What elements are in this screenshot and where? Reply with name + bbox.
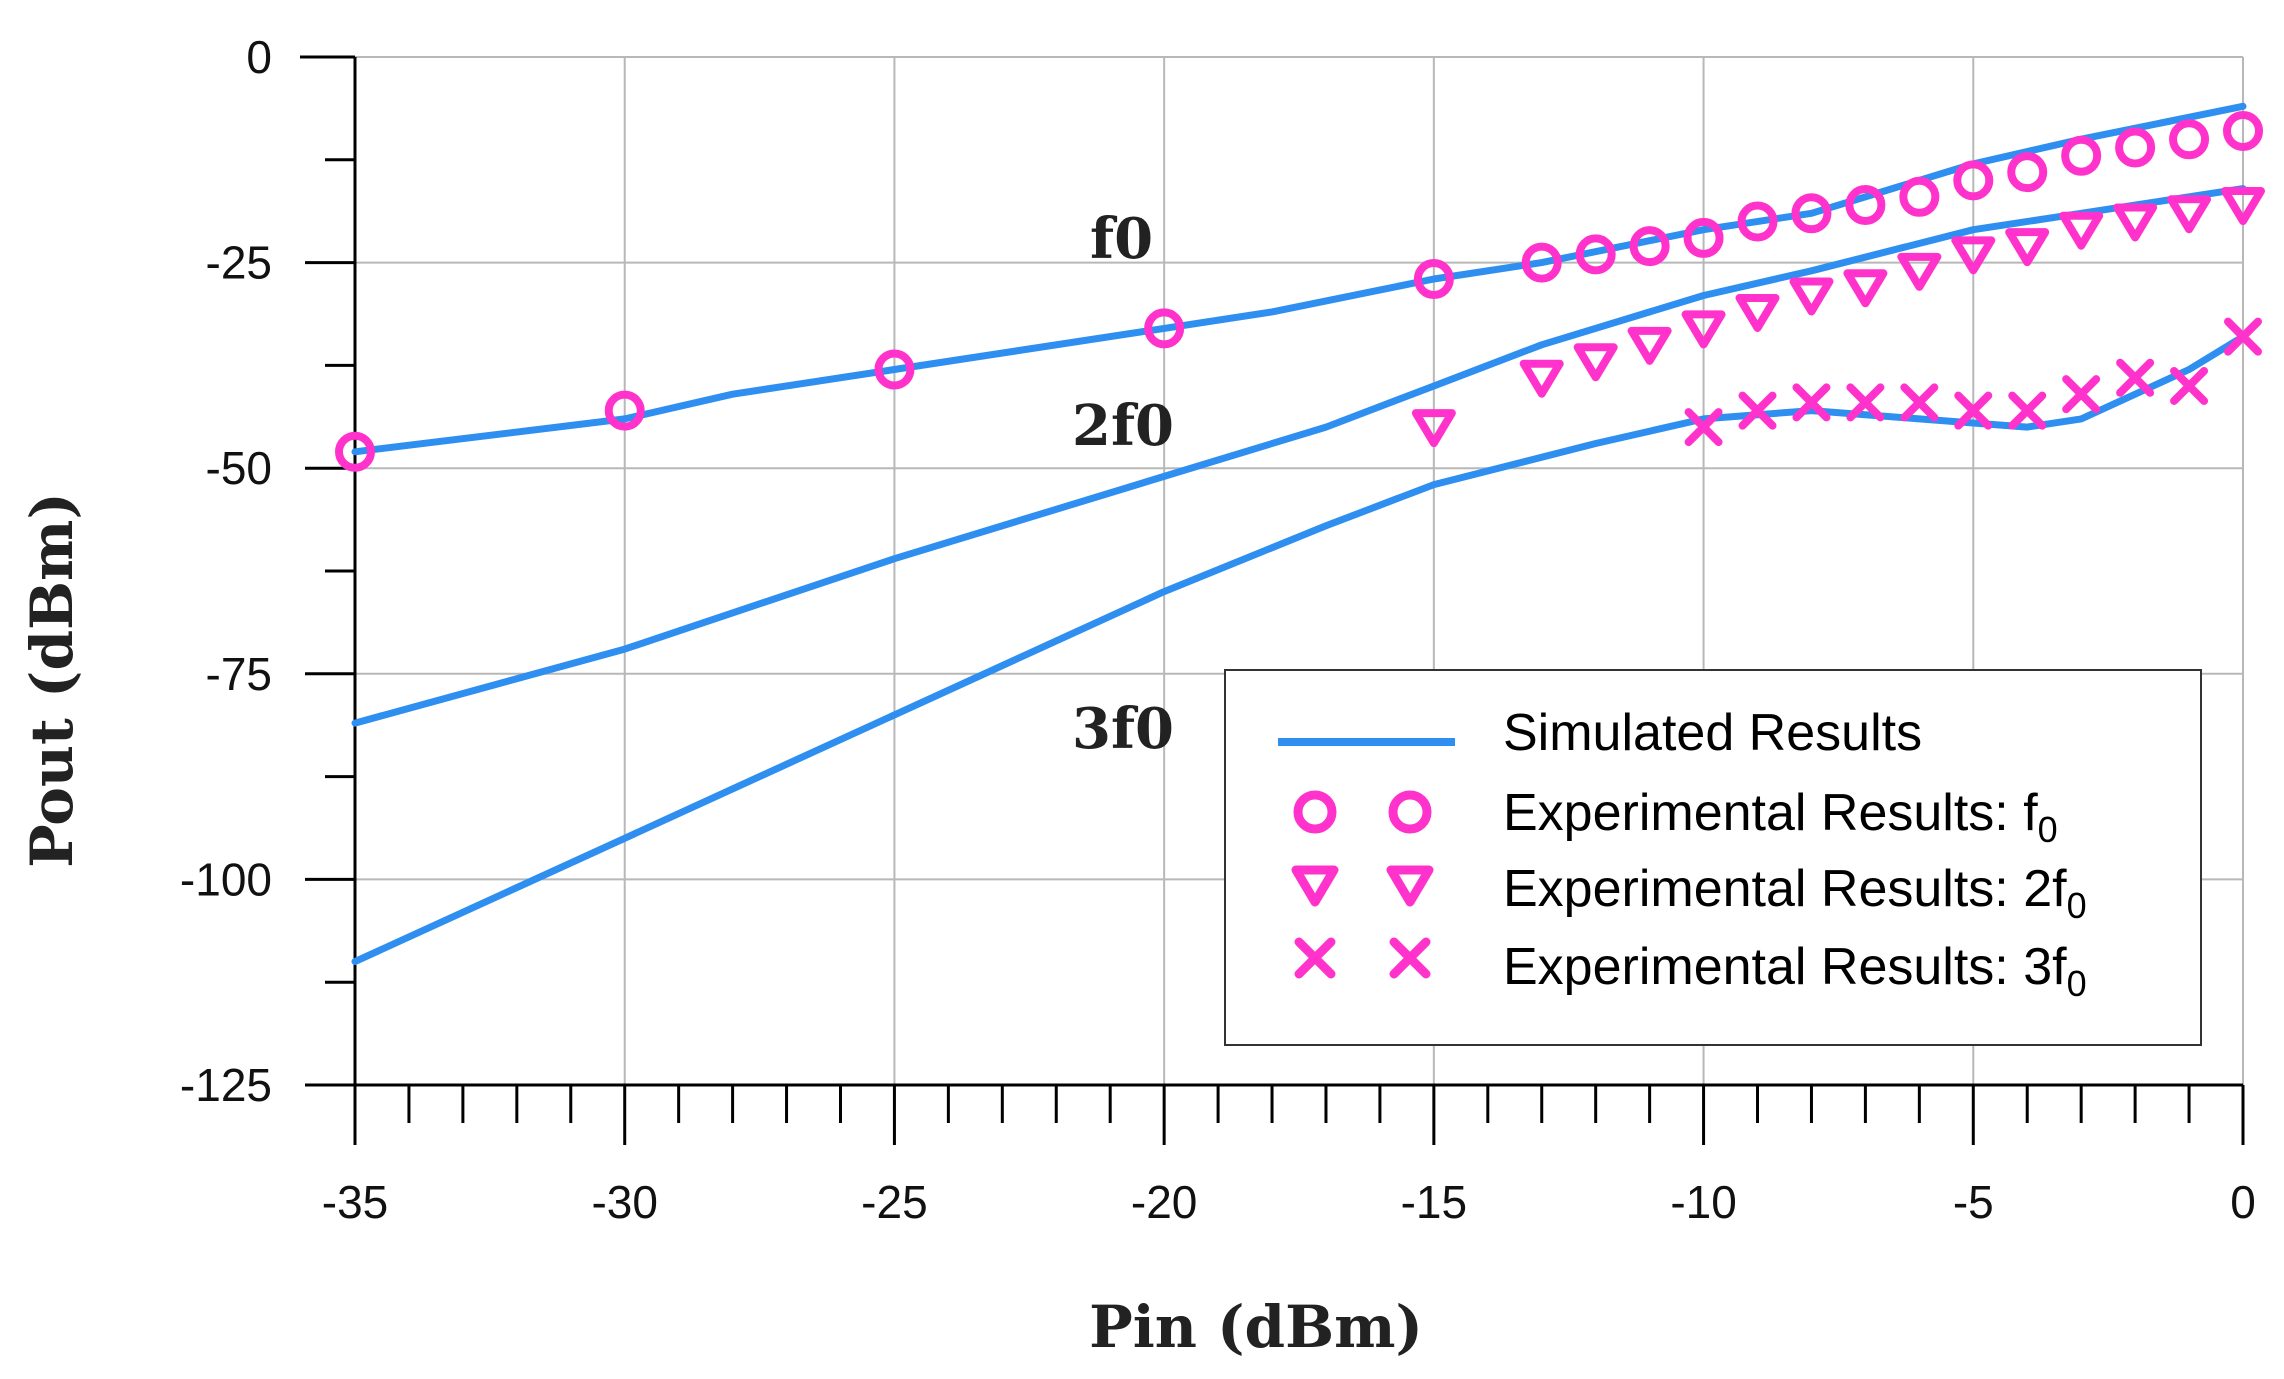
experimental-point-f0 bbox=[1144, 308, 1185, 349]
x-tick-label: -35 bbox=[322, 1176, 388, 1228]
y-tick-label: -75 bbox=[206, 648, 272, 700]
experimental-point-3f0 bbox=[2008, 391, 2047, 430]
experimental-point-f0 bbox=[1845, 185, 1886, 226]
experimental-point-f0 bbox=[2169, 119, 2210, 160]
experimental-point-2f0 bbox=[2113, 203, 2158, 242]
y-tick-label: -100 bbox=[180, 853, 272, 905]
experimental-point-3f0 bbox=[1954, 391, 1993, 430]
series-label-3f0: 3f0 bbox=[1072, 696, 1174, 762]
experimental-point-f0 bbox=[604, 390, 645, 431]
legend-box bbox=[1224, 669, 2202, 1046]
experimental-point-f0 bbox=[2115, 127, 2156, 168]
legend-f0-main: Experimental Results: f bbox=[1503, 784, 2038, 842]
x-tick-label: -10 bbox=[1670, 1176, 1736, 1228]
legend: Simulated Results Experimental Results: … bbox=[1224, 669, 2202, 1046]
x-tick-label: -15 bbox=[1401, 1176, 1467, 1228]
experimental-point-2f0 bbox=[1681, 310, 1726, 349]
experimental-point-3f0 bbox=[2062, 375, 2101, 414]
experimental-point-f0 bbox=[1629, 226, 1670, 267]
experimental-point-2f0 bbox=[1519, 359, 1564, 398]
experimental-point-3f0 bbox=[1684, 408, 1723, 447]
experimental-point-f0 bbox=[1521, 242, 1562, 283]
series-label-2f0: 2f0 bbox=[1072, 393, 1174, 459]
x-tick-label: -5 bbox=[1953, 1176, 1994, 1228]
experimental-point-2f0 bbox=[1897, 252, 1942, 291]
y-axis-title: Pout (dBm) bbox=[18, 492, 86, 868]
experimental-point-f0 bbox=[874, 349, 915, 390]
experimental-point-2f0 bbox=[2221, 187, 2265, 226]
experimental-series bbox=[335, 111, 2265, 472]
legend-triangle-marker bbox=[1291, 865, 1339, 907]
experimental-point-3f0 bbox=[1738, 391, 1777, 430]
simulated-line-3f0 bbox=[351, 333, 2247, 966]
x-tick-label: -25 bbox=[861, 1176, 927, 1228]
legend-simulated-label: Simulated Results bbox=[1503, 704, 1922, 762]
experimental-point-3f0 bbox=[2224, 317, 2262, 356]
experimental-point-f0 bbox=[1737, 201, 1778, 242]
experimental-point-3f0 bbox=[1900, 383, 1939, 422]
legend-f0-sub: 0 bbox=[2038, 809, 2058, 850]
experimental-point-f0 bbox=[1413, 259, 1454, 300]
series-label-f0: f0 bbox=[1090, 206, 1153, 272]
experimental-point-3f0 bbox=[2116, 358, 2155, 397]
simulated-line-2f0 bbox=[351, 185, 2247, 727]
legend-f0-label: Experimental Results: f0 bbox=[1503, 784, 2058, 850]
y-tick-label: -25 bbox=[206, 237, 272, 289]
x-tick-label: -20 bbox=[1131, 1176, 1197, 1228]
experimental-point-2f0 bbox=[1843, 269, 1888, 308]
legend-3f0-sub: 0 bbox=[2067, 963, 2087, 1004]
experimental-point-f0 bbox=[1575, 234, 1616, 275]
experimental-point-2f0 bbox=[2167, 195, 2212, 234]
y-tick-label: -50 bbox=[206, 442, 272, 494]
legend-2f0-label: Experimental Results: 2f0 bbox=[1503, 860, 2087, 926]
y-tick-label: -125 bbox=[180, 1059, 272, 1111]
x-axis-title: Pin (dBm) bbox=[1089, 1293, 1423, 1361]
experimental-point-2f0 bbox=[2005, 228, 2050, 267]
experimental-point-f0 bbox=[2007, 152, 2048, 193]
tick-labels: -35 -30 -25 -20 -15 -10 -5 00-25-50-75-100-125 bbox=[180, 31, 2256, 1228]
legend-x-marker bbox=[1389, 937, 1431, 979]
legend-3f0-label: Experimental Results: 3f0 bbox=[1503, 938, 2087, 1004]
legend-circle-marker bbox=[1388, 790, 1432, 834]
legend-2f0-sub: 0 bbox=[2067, 885, 2087, 926]
legend-3f0-main: Experimental Results: 3f bbox=[1503, 938, 2067, 996]
legend-circle-marker bbox=[1293, 790, 1337, 834]
experimental-point-3f0 bbox=[1792, 383, 1831, 422]
experimental-point-f0 bbox=[1953, 160, 1994, 201]
experimental-point-2f0 bbox=[1951, 236, 1996, 275]
experimental-point-2f0 bbox=[2059, 211, 2104, 250]
legend-2f0-main: Experimental Results: 2f bbox=[1503, 860, 2067, 918]
legend-triangle-marker bbox=[1386, 865, 1434, 907]
y-tick-label: 0 bbox=[246, 31, 272, 83]
experimental-point-3f0 bbox=[1846, 383, 1885, 422]
experimental-point-f0 bbox=[335, 431, 375, 472]
experimental-point-f0 bbox=[1683, 217, 1724, 258]
legend-x-marker bbox=[1294, 937, 1336, 979]
experimental-point-f0 bbox=[1899, 176, 1940, 217]
experimental-point-2f0 bbox=[1573, 343, 1618, 382]
experimental-point-f0 bbox=[2061, 135, 2102, 176]
experimental-point-f0 bbox=[2223, 111, 2263, 152]
x-tick-label: -30 bbox=[591, 1176, 657, 1228]
x-tick-label: 0 bbox=[2230, 1176, 2256, 1228]
experimental-point-2f0 bbox=[1411, 409, 1456, 448]
experimental-point-2f0 bbox=[1789, 277, 1834, 316]
experimental-point-f0 bbox=[1791, 193, 1832, 234]
axes bbox=[300, 55, 2245, 1145]
experimental-point-3f0 bbox=[2170, 366, 2209, 405]
experimental-point-2f0 bbox=[1627, 326, 1672, 365]
experimental-point-2f0 bbox=[1735, 293, 1780, 332]
